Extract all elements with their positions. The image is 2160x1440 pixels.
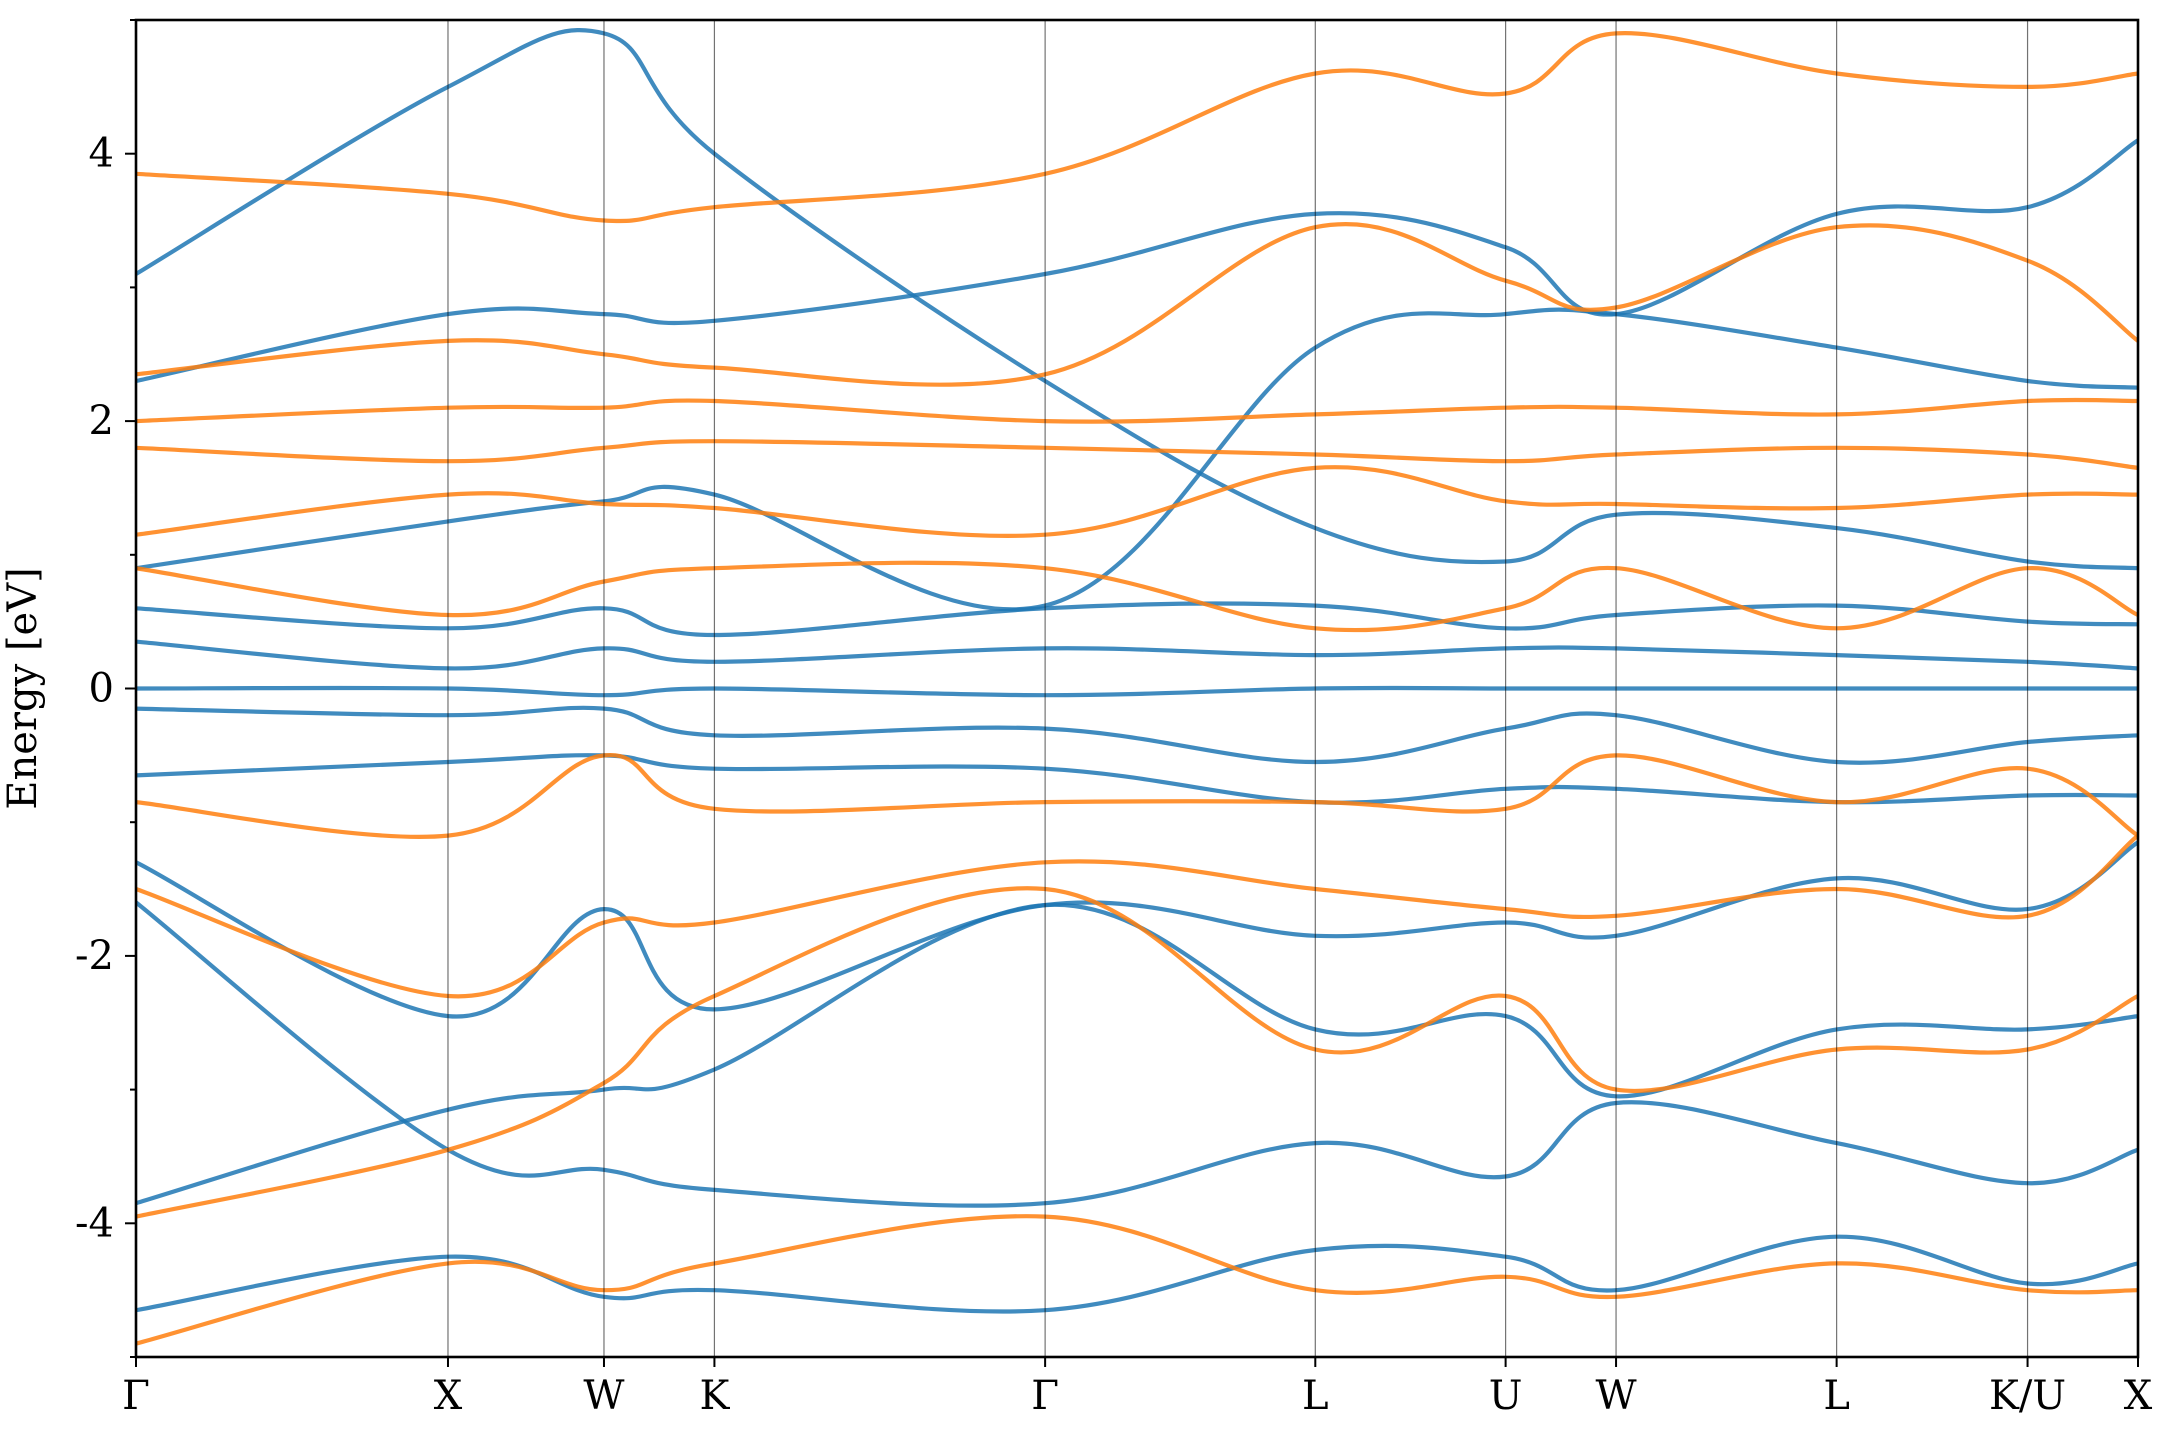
x-tick-label: Γ (1031, 1373, 1059, 1419)
spin-up-band-7 (136, 639, 2138, 671)
plot-frame (134, 18, 2140, 1359)
spin-down-band-20 (136, 221, 2138, 387)
y-tick-label: 2 (89, 398, 114, 444)
x-axis: Γ X W K Γ L U W L K/U X (122, 1357, 2153, 1419)
x-tick-label: Γ (122, 1373, 150, 1419)
x-tick-label: L (1302, 1373, 1329, 1419)
spin-down-band-21 (136, 31, 2138, 224)
kpoint-lines (447, 20, 2029, 1357)
spin-up-band-11 (136, 28, 2138, 571)
spin-down-band-19 (136, 397, 2138, 424)
y-axis: -4 -2 0 2 4 (75, 19, 136, 1358)
y-tick-label: 0 (89, 666, 114, 712)
spin-up-band-0 (136, 902, 2138, 1206)
spin-up-band-3 (136, 1234, 2138, 1314)
x-tick-label: L (1823, 1373, 1850, 1419)
y-tick-label: -4 (75, 1200, 114, 1246)
x-tick-label: X (2124, 1373, 2153, 1419)
y-axis-label: Energy [eV] (0, 567, 46, 809)
spin-down-band-18 (136, 439, 2138, 470)
spin-down-band-12 (136, 886, 2138, 1219)
x-tick-label: K/U (1989, 1373, 2066, 1419)
spin-up-band-6 (136, 685, 2138, 698)
spin-up-band-10 (136, 138, 2138, 384)
y-tick-label: -2 (75, 933, 114, 979)
x-tick-label: W (1595, 1373, 1636, 1419)
x-tick-label: X (434, 1373, 463, 1419)
spin-down-band-13 (136, 833, 2138, 999)
spin-up-band-8 (136, 601, 2138, 638)
plot-area (136, 28, 2138, 1346)
spin-down-band-16 (136, 560, 2138, 633)
spin-down-band-17 (136, 465, 2138, 538)
spin-down-band-15 (136, 753, 2138, 839)
y-tick-label: 4 (89, 131, 114, 177)
x-tick-label: K (699, 1373, 730, 1419)
spin-up-band-1 (136, 840, 2138, 1019)
x-tick-label: W (583, 1373, 624, 1419)
x-tick-label: U (1489, 1373, 1523, 1419)
spin-up-band-2 (136, 900, 2138, 1208)
spin-up-band-5 (136, 705, 2138, 765)
